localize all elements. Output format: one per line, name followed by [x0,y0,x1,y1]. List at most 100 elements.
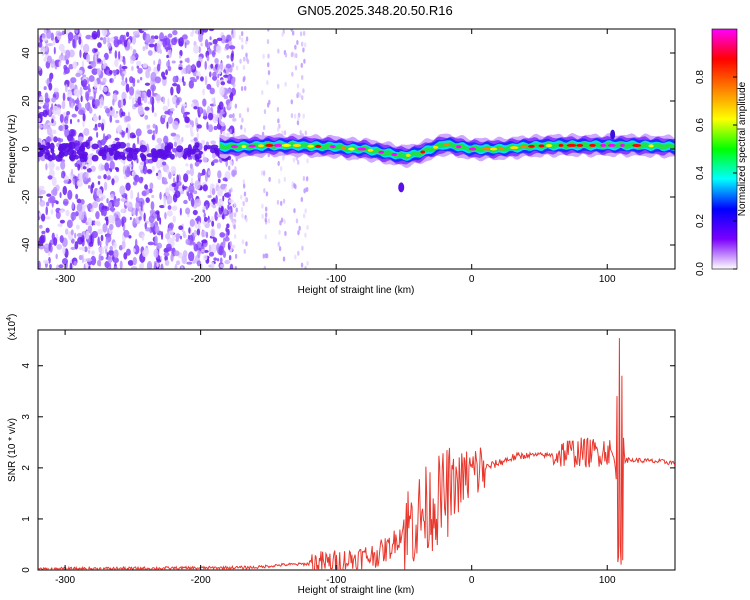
noise-blob [88,107,93,114]
noise-blob [189,218,195,227]
noise-blob [125,31,130,38]
noise-blob [82,166,87,170]
y-tick-label: 1 [21,516,32,522]
noise-blob [196,228,201,236]
signal-hotspot [620,143,625,147]
noise-streak [264,212,268,218]
noise-blob [125,142,131,148]
noise-blob [202,98,207,107]
noise-blob [190,197,195,207]
noise-streak [267,218,271,224]
noise-streak [299,130,302,136]
noise-blob [138,216,142,221]
noise-blob [190,103,196,108]
noise-streak [239,58,242,64]
noise-blob [226,223,230,229]
noise-blob [136,65,140,69]
noise-blob [136,158,139,164]
noise-blob [97,236,100,246]
noise-streak [235,207,238,213]
noise-blob [223,208,228,215]
noise-blob [50,209,54,215]
noise-blob [125,83,130,93]
noise-streak [234,103,238,109]
y-tick-label: 0 [21,567,32,573]
noise-blob [58,125,64,132]
noise-blob [180,266,184,269]
noise-streak [262,170,266,176]
noise-blob [197,106,200,116]
heatmap-layer [38,29,675,269]
noise-blob [190,177,194,185]
noise-band [131,153,138,161]
noise-streak [296,120,300,126]
noise-streak [279,166,283,172]
colorbar-tick-label: 0.2 [695,214,706,228]
noise-streak [295,218,299,224]
noise-blob [134,174,140,183]
y-scale-suffix: ) [7,314,18,317]
noise-blob [139,207,142,215]
noise-streak [293,113,297,119]
noise-blob [58,61,62,68]
noise-streak [284,231,287,237]
noise-band [194,153,202,160]
noise-streak [294,184,297,190]
noise-streak [296,91,300,97]
noise-blob [156,43,161,54]
noise-blob [167,43,171,51]
noise-blob [137,135,140,145]
noise-streak [291,71,294,77]
noise-blob [220,81,226,86]
noise-blob [163,197,167,208]
noise-blob [211,49,216,58]
noise-blob [142,62,148,68]
noise-blob [88,75,95,83]
noise-streak [232,171,235,177]
noise-blob [131,66,134,71]
noise-blob [200,172,204,177]
noise-blob [130,189,134,200]
noise-streak [264,234,267,240]
noise-blob [207,124,214,133]
noise-blob [207,194,212,199]
noise-streak [240,194,243,200]
noise-blob [60,173,64,179]
noise-blob [161,142,165,151]
noise-blob [77,236,83,245]
noise-blob [189,119,192,126]
noise-band [91,154,99,162]
noise-blob [169,112,173,118]
noise-blob [75,29,79,34]
noise-blob [167,97,170,108]
noise-blob [126,248,131,256]
noise-streak [261,203,264,209]
noise-blob [132,30,140,36]
noise-blob [90,233,93,244]
noise-blob [162,96,165,105]
noise-blob [80,198,85,205]
noise-streak [291,183,294,189]
noise-streak [233,76,236,82]
noise-streak [296,83,300,89]
line-plot-frame [37,329,676,571]
noise-blob [218,68,222,75]
noise-blob [216,37,223,42]
noise-band [121,155,127,160]
noise-blob [228,114,233,119]
noise-band [68,142,73,150]
noise-blob [161,181,169,185]
noise-blob [191,120,194,128]
signal-hotspot [545,144,553,148]
noise-streak [267,62,270,68]
noise-streak [278,246,282,252]
noise-blob [189,166,195,177]
noise-blob [183,199,188,205]
noise-blob [122,98,126,106]
signal-hotspot [357,147,367,151]
noise-band [198,150,203,155]
noise-streak [266,39,270,45]
signal-hotspot [520,145,527,149]
noise-blob [96,29,101,39]
noise-blob [69,118,73,125]
